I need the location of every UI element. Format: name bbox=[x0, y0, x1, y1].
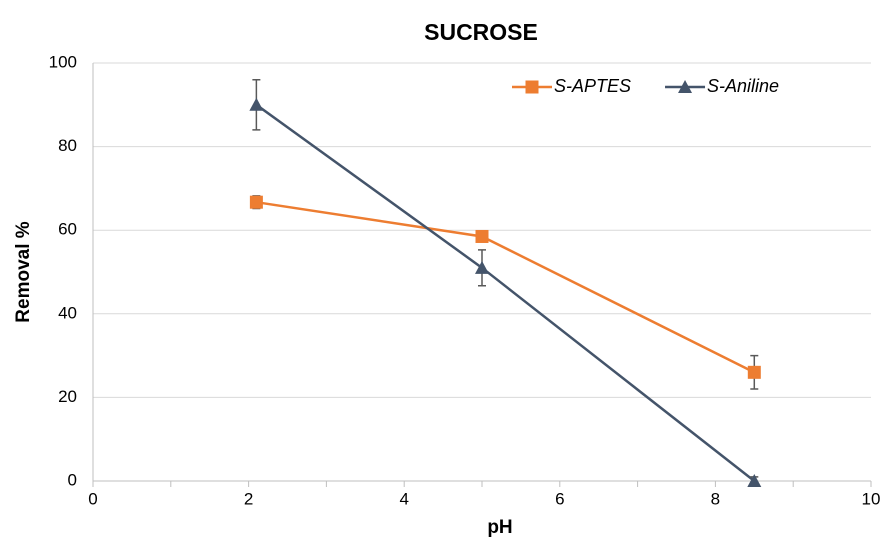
legend-label: S-APTES bbox=[554, 76, 631, 96]
x-tick-label: 10 bbox=[862, 489, 881, 508]
x-axis-title: pH bbox=[487, 517, 512, 538]
y-tick-label: 60 bbox=[58, 220, 77, 239]
y-tick-label: 100 bbox=[49, 52, 77, 71]
y-tick-label: 80 bbox=[58, 136, 77, 155]
y-tick-label: 0 bbox=[68, 470, 77, 489]
series-line bbox=[255, 103, 756, 482]
y-tick-label: 40 bbox=[58, 303, 77, 322]
marker bbox=[747, 474, 762, 487]
chart-title: SUCROSE bbox=[424, 19, 538, 45]
x-tick-label: 4 bbox=[399, 489, 408, 508]
legend-marker bbox=[525, 80, 539, 94]
x-tick-label: 2 bbox=[244, 489, 253, 508]
marker bbox=[475, 260, 489, 274]
x-tick-label: 0 bbox=[88, 489, 97, 508]
marker bbox=[249, 97, 264, 111]
marker bbox=[747, 365, 761, 379]
y-axis-title: Removal % bbox=[13, 221, 34, 322]
marker bbox=[249, 195, 263, 209]
legend-label: S-Aniline bbox=[707, 76, 779, 96]
x-tick-label: 8 bbox=[711, 489, 720, 508]
marker bbox=[475, 229, 489, 243]
y-tick-label: 20 bbox=[58, 387, 77, 406]
legend-marker bbox=[678, 80, 693, 93]
x-tick-label: 6 bbox=[555, 489, 564, 508]
